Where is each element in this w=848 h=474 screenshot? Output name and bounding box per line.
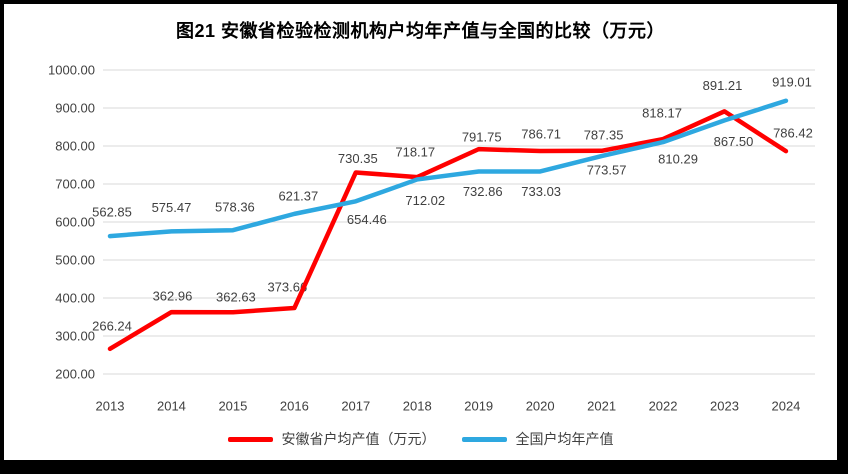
data-label-national: 562.85 xyxy=(92,205,132,220)
series-line-national xyxy=(107,98,789,239)
data-label-anhui: 362.96 xyxy=(153,289,193,304)
data-label-anhui: 818.17 xyxy=(642,106,682,121)
legend-item-anhui: 安徽省户均产值（万元） xyxy=(227,429,436,449)
legend-label-anhui: 安徽省户均产值（万元） xyxy=(281,431,436,447)
data-label-anhui: 718.17 xyxy=(395,145,435,160)
legend-line-swatch-anhui xyxy=(227,436,273,442)
data-label-anhui: 266.24 xyxy=(92,318,132,333)
data-label-anhui: 362.63 xyxy=(216,290,256,305)
data-label-national: 712.02 xyxy=(405,193,445,208)
x-axis-label: 2019 xyxy=(464,399,493,414)
data-label-anhui: 891.21 xyxy=(703,78,743,93)
chart-legend: 安徽省户均产值（万元） 全国户均年产值 xyxy=(4,429,837,449)
x-axis-label: 2018 xyxy=(403,399,432,414)
x-axis-label: 2015 xyxy=(218,399,247,414)
y-axis-label: 700.00 xyxy=(55,177,95,192)
y-axis-label: 400.00 xyxy=(55,291,95,306)
x-axis-label: 2024 xyxy=(771,399,800,414)
y-axis-label: 600.00 xyxy=(55,215,95,230)
data-label-anhui: 373.66 xyxy=(267,280,307,295)
y-axis-label: 500.00 xyxy=(55,253,95,268)
data-label-national: 575.47 xyxy=(152,200,192,215)
x-axis-label: 2022 xyxy=(649,399,678,414)
x-axis-label: 2021 xyxy=(587,399,616,414)
y-axis-label: 200.00 xyxy=(55,367,95,382)
data-label-national: 654.46 xyxy=(347,212,387,227)
data-label-anhui: 786.71 xyxy=(521,127,561,142)
data-label-anhui: 791.75 xyxy=(462,130,502,145)
data-label-anhui: 730.35 xyxy=(338,151,378,166)
y-axis-label: 1000.00 xyxy=(48,63,95,78)
x-axis-label: 2014 xyxy=(157,399,186,414)
data-label-national: 733.03 xyxy=(521,184,561,199)
y-axis-label: 800.00 xyxy=(55,139,95,154)
data-label-anhui: 786.42 xyxy=(773,126,813,141)
x-axis-label: 2020 xyxy=(526,399,555,414)
series-line-anhui xyxy=(107,109,789,352)
data-label-national: 621.37 xyxy=(278,188,318,203)
x-axis-label: 2013 xyxy=(96,399,125,414)
data-label-national: 919.01 xyxy=(772,74,812,89)
data-label-national: 867.50 xyxy=(714,134,754,149)
data-label-anhui: 787.35 xyxy=(584,127,624,142)
y-axis-label: 300.00 xyxy=(55,329,95,344)
line-chart-plot-area: 1000.00 900.00 800.00 700.00 600.00 500.00 400… xyxy=(48,63,815,414)
x-axis-label: 2016 xyxy=(280,399,309,414)
x-axis-label: 2017 xyxy=(341,399,370,414)
legend-line-swatch-national xyxy=(461,436,507,442)
legend-label-national: 全国户均年产值 xyxy=(515,431,614,447)
data-label-national: 732.86 xyxy=(463,184,503,199)
y-axis-label: 900.00 xyxy=(55,101,95,116)
x-axis-label: 2023 xyxy=(710,399,739,414)
chart-title: 图21 安徽省检验检测机构户均年产值与全国的比较（万元） xyxy=(175,21,666,41)
data-label-national: 810.29 xyxy=(658,152,698,167)
data-label-national: 578.36 xyxy=(215,200,255,215)
legend-item-national: 全国户均年产值 xyxy=(461,429,614,449)
data-label-national: 773.57 xyxy=(587,163,627,178)
